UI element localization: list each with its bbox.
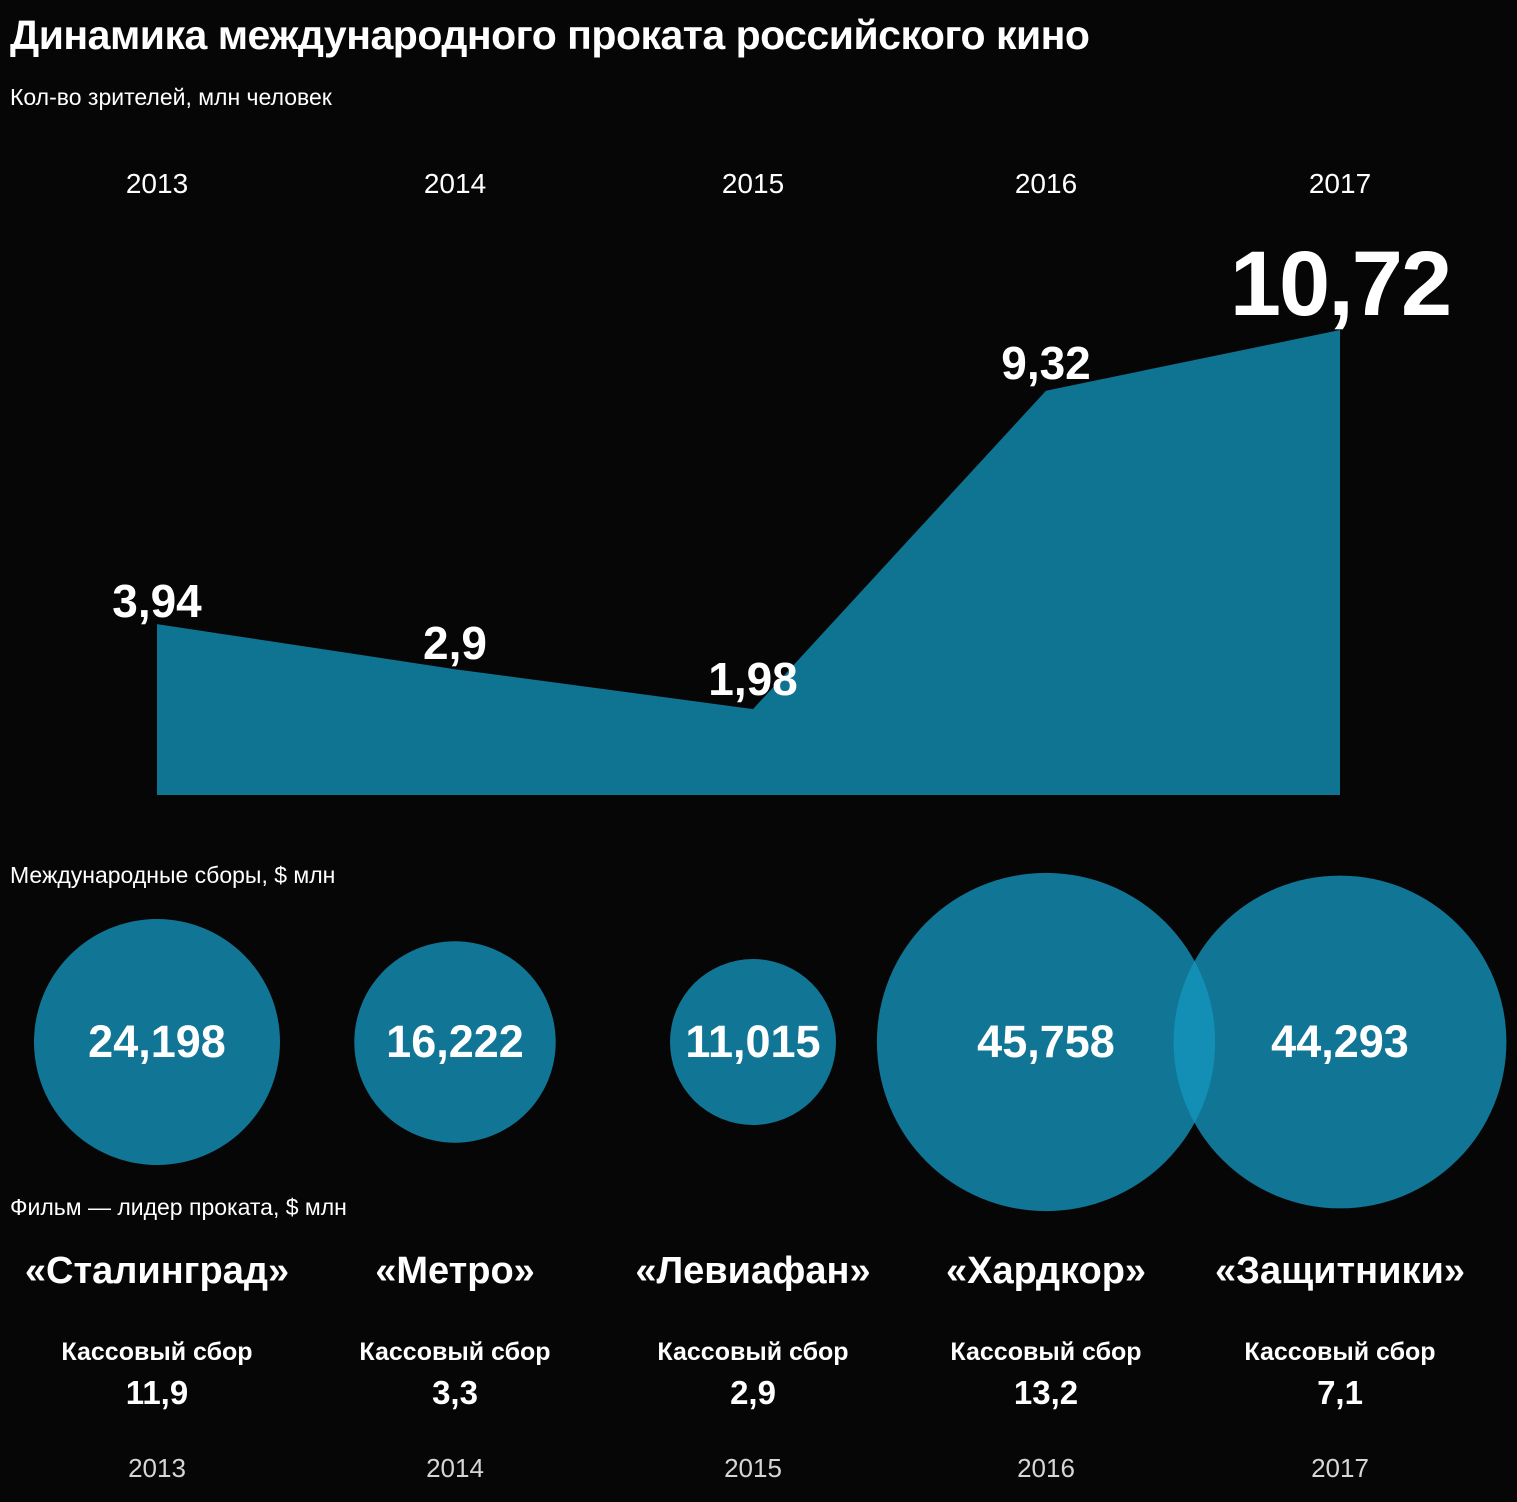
area-value-label-2013: 3,94 bbox=[112, 575, 202, 627]
year-label-bottom-2014: 2014 bbox=[426, 1453, 484, 1483]
box-office-value-2016: 13,2 bbox=[1013, 1374, 1079, 1411]
gross-bubble-2015 bbox=[670, 959, 836, 1125]
box-office-label-2015: Кассовый сбор bbox=[657, 1338, 849, 1366]
film-name-2013: «Сталинград» bbox=[24, 1250, 290, 1292]
gross-value-label-2016: 45,758 bbox=[977, 1016, 1115, 1067]
section-label-grosses: Международные сборы, $ млн bbox=[10, 862, 336, 888]
year-label-top-2017: 2017 bbox=[1308, 168, 1372, 199]
year-label-bottom-2017: 2017 bbox=[1311, 1453, 1369, 1483]
year-label-top-2016: 2016 bbox=[1014, 168, 1078, 199]
viewers-area-series bbox=[157, 330, 1340, 795]
box-office-label-2013: Кассовый сбор bbox=[61, 1338, 253, 1366]
film-name-2015: «Левиафан» bbox=[635, 1250, 871, 1292]
box-office-label-2017: Кассовый сбор bbox=[1244, 1338, 1436, 1366]
gross-value-label-2017: 44,293 bbox=[1271, 1016, 1409, 1067]
area-value-label-2017: 10,72 bbox=[1229, 233, 1452, 335]
area-value-label-2016: 9,32 bbox=[1001, 337, 1091, 389]
gross-value-label-2014: 16,222 bbox=[386, 1016, 524, 1067]
gross-bubble-2017 bbox=[1173, 875, 1507, 1209]
gross-bubble-2016 bbox=[876, 872, 1216, 1212]
gross-bubbles-group bbox=[34, 872, 1507, 1212]
gross-bubble-2013 bbox=[34, 919, 280, 1165]
year-label-bottom-2016: 2016 bbox=[1017, 1453, 1075, 1483]
gross-bubble-2014 bbox=[354, 941, 556, 1143]
section-label-films: Фильм — лидер проката, $ млн bbox=[10, 1194, 347, 1220]
year-label-top-2013: 2013 bbox=[125, 168, 189, 199]
gross-value-label-2015: 11,015 bbox=[685, 1016, 821, 1067]
box-office-value-2017: 7,1 bbox=[1317, 1374, 1363, 1411]
film-name-2014: «Метро» bbox=[375, 1250, 535, 1292]
year-label-bottom-2013: 2013 bbox=[128, 1453, 186, 1483]
box-office-label-2014: Кассовый сбор bbox=[359, 1338, 551, 1366]
area-value-label-2014: 2,9 bbox=[423, 617, 487, 669]
box-office-value-2014: 3,3 bbox=[432, 1374, 478, 1411]
page-title: Динамика международного проката российск… bbox=[10, 12, 1090, 58]
year-label-bottom-2015: 2015 bbox=[724, 1453, 782, 1483]
year-label-top-2015: 2015 bbox=[721, 168, 785, 199]
box-office-value-2013: 11,9 bbox=[125, 1374, 189, 1411]
gross-value-label-2013: 24,198 bbox=[88, 1016, 226, 1067]
chart-subtitle: Кол-во зрителей, млн человек bbox=[10, 84, 332, 110]
film-name-2016: «Хардкор» bbox=[945, 1250, 1147, 1292]
film-name-2017: «Защитники» bbox=[1215, 1250, 1465, 1292]
area-value-label-2015: 1,98 bbox=[708, 653, 798, 705]
box-office-value-2015: 2,9 bbox=[730, 1374, 776, 1411]
box-office-label-2016: Кассовый сбор bbox=[950, 1338, 1142, 1366]
year-label-top-2014: 2014 bbox=[423, 168, 487, 199]
